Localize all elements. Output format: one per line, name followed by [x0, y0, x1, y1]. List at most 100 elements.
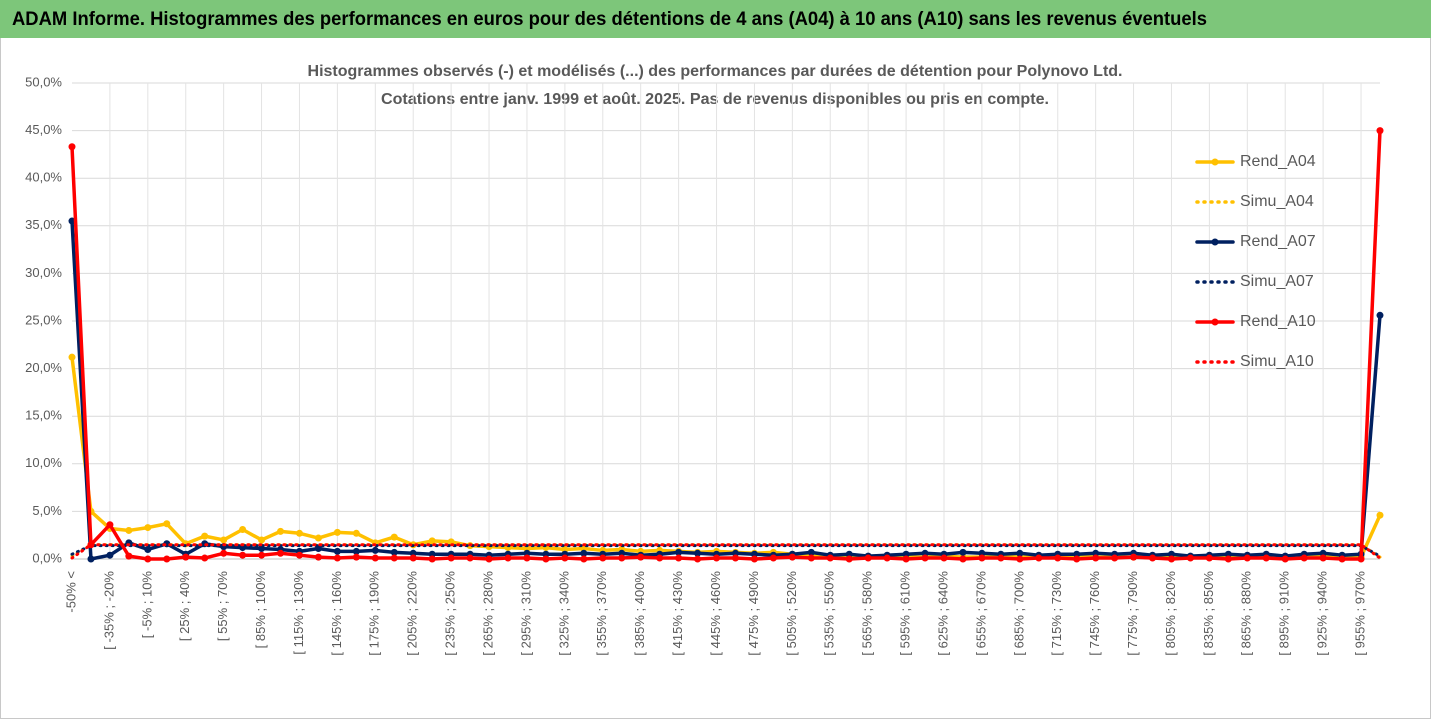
data-point	[68, 353, 76, 361]
data-point	[1376, 127, 1384, 135]
data-point	[390, 554, 398, 562]
data-point	[1300, 554, 1308, 562]
data-point	[295, 551, 303, 559]
x-tick-label: [ 865% ; 880%	[1239, 571, 1254, 656]
y-tick-label: 40,0%	[25, 170, 62, 185]
data-point	[713, 554, 721, 562]
data-point	[731, 554, 739, 562]
data-point	[333, 528, 341, 536]
data-point	[485, 555, 493, 563]
data-point	[333, 547, 341, 555]
data-point	[580, 555, 588, 563]
x-tick-label: [ 955% ; 970%	[1352, 571, 1367, 656]
data-point	[845, 555, 853, 563]
x-tick-label: [ -5% ; 10%	[139, 571, 154, 639]
data-point	[769, 554, 777, 562]
x-tick-label: [ 475% ; 490%	[746, 571, 761, 656]
data-point	[201, 532, 209, 540]
legend-label: Simu_A10	[1240, 353, 1314, 370]
data-point	[978, 554, 986, 562]
data-point	[125, 526, 133, 534]
data-point	[637, 553, 645, 561]
x-tick-label: [ 355% ; 370%	[594, 571, 609, 656]
data-point	[1376, 311, 1384, 319]
data-point	[352, 547, 360, 555]
data-point	[940, 554, 948, 562]
data-point	[542, 555, 550, 563]
series-line	[70, 128, 1382, 561]
data-point	[1130, 553, 1138, 561]
data-point	[428, 537, 436, 545]
data-point	[997, 554, 1005, 562]
series-line	[70, 544, 1382, 558]
data-point	[182, 553, 190, 561]
data-point	[1111, 554, 1119, 562]
data-point	[1338, 555, 1346, 563]
y-tick-label: 25,0%	[25, 312, 62, 327]
y-tick-label: 0,0%	[32, 550, 62, 565]
data-point	[371, 546, 379, 554]
data-point	[352, 553, 360, 561]
data-point	[201, 554, 209, 562]
data-point	[144, 545, 152, 553]
data-point	[656, 554, 664, 562]
data-point	[258, 536, 266, 544]
legend-marker	[1211, 158, 1219, 166]
data-point	[277, 527, 285, 535]
legend-marker	[1211, 318, 1219, 326]
y-tick-label: 15,0%	[25, 408, 62, 423]
legend-label: Rend_A10	[1240, 313, 1316, 330]
data-point	[258, 551, 266, 559]
data-point	[68, 143, 76, 151]
data-point	[295, 529, 303, 537]
x-tick-label: [ 385% ; 400%	[632, 571, 647, 656]
data-point	[106, 521, 114, 529]
data-point	[163, 555, 171, 563]
data-point	[959, 548, 967, 556]
data-point	[694, 549, 702, 557]
x-tick-label: [ 295% ; 310%	[518, 571, 533, 656]
x-tick-label: [ 235% ; 250%	[443, 571, 458, 656]
legend-label: Rend_A04	[1240, 153, 1316, 170]
header-bar	[0, 0, 1431, 38]
header-title: ADAM Informe. Histogrammes des performan…	[12, 9, 1207, 30]
x-tick-label: [ 115% ; 130%	[291, 571, 306, 655]
data-point	[390, 548, 398, 556]
data-point	[1149, 554, 1157, 562]
x-tick-label: [ 205% ; 220%	[405, 571, 420, 656]
x-tick-label: [ 595% ; 610%	[898, 571, 913, 656]
data-point	[390, 533, 398, 541]
data-point	[826, 554, 834, 562]
data-point	[277, 549, 285, 557]
data-point	[807, 548, 815, 556]
data-point	[125, 552, 133, 560]
data-point	[314, 534, 322, 542]
x-tick-label: [ 445% ; 460%	[708, 571, 723, 656]
data-point	[1357, 555, 1365, 563]
x-tick-label: [ -35% ; -20%	[101, 571, 116, 650]
data-point	[333, 554, 341, 562]
data-point	[523, 554, 531, 562]
data-point	[239, 525, 247, 533]
x-tick-label: [ 805% ; 820%	[1163, 571, 1178, 656]
data-point	[1319, 554, 1327, 562]
data-point	[239, 551, 247, 559]
x-tick-label: [ 505% ; 520%	[784, 571, 799, 656]
x-tick-label: [ 415% ; 430%	[670, 571, 685, 656]
x-tick-label: [ 775% ; 790%	[1125, 571, 1140, 656]
data-point	[902, 555, 910, 563]
series-line	[70, 543, 1382, 560]
data-point	[807, 554, 815, 562]
data-point	[599, 554, 607, 562]
data-point	[864, 554, 872, 562]
x-tick-label: [ 55% ; 70%	[215, 571, 230, 642]
data-point	[1281, 555, 1289, 563]
x-tick-label: [ 85% ; 100%	[253, 571, 268, 649]
data-point	[447, 554, 455, 562]
chart-title: Histogrammes observés (-) et modélisés (…	[308, 63, 1123, 80]
legend-label: Rend_A07	[1240, 233, 1316, 250]
data-point	[1186, 554, 1194, 562]
x-tick-label: [ 685% ; 700%	[1011, 571, 1026, 656]
